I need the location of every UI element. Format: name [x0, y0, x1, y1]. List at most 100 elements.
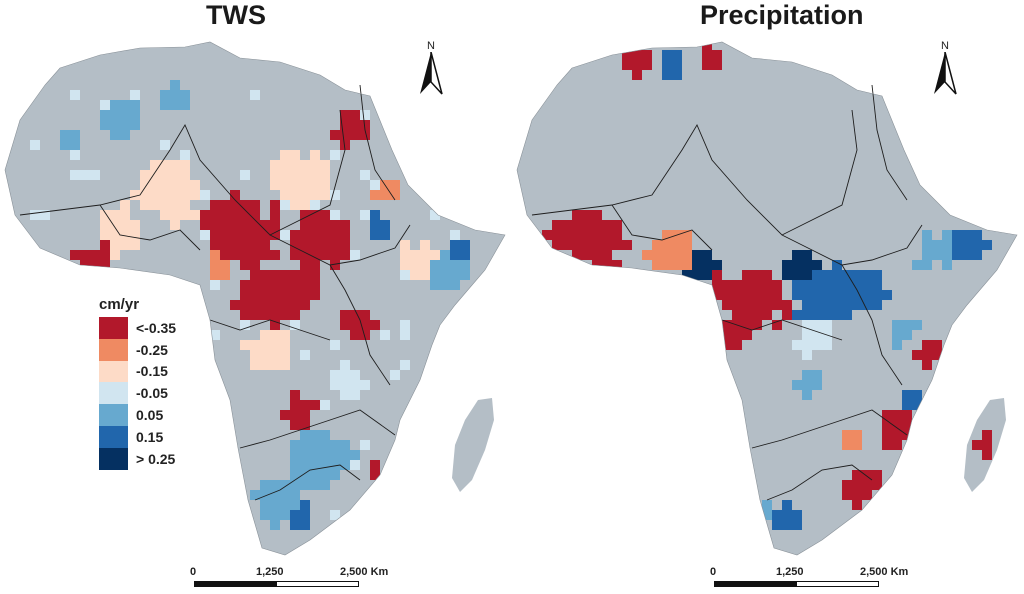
- grid-cell: [130, 240, 140, 250]
- legend-swatch: [99, 360, 128, 383]
- grid-cell: [330, 230, 340, 240]
- grid-cell: [370, 220, 380, 230]
- grid-cell: [190, 180, 200, 190]
- grid-cell: [300, 180, 310, 190]
- grid-cell: [270, 480, 280, 490]
- coastline: [4, 41, 506, 556]
- grid-cell: [340, 390, 350, 400]
- grid-cell: [852, 290, 862, 300]
- grid-cell: [380, 190, 390, 200]
- grid-cell: [892, 420, 902, 430]
- grid-cell: [350, 380, 360, 390]
- grid-cell: [912, 400, 922, 410]
- grid-cell: [250, 260, 260, 270]
- grid-cell: [410, 260, 420, 270]
- grid-cell: [80, 250, 90, 260]
- grid-cell: [130, 120, 140, 130]
- grid-cell: [722, 280, 732, 290]
- grid-cell: [722, 330, 732, 340]
- grid-cell: [340, 440, 350, 450]
- grid-cell: [110, 210, 120, 220]
- grid-cell: [320, 160, 330, 170]
- grid-cell: [772, 280, 782, 290]
- grid-cell: [180, 180, 190, 190]
- grid-cell: [250, 280, 260, 290]
- grid-cell: [210, 260, 220, 270]
- grid-cell: [240, 340, 250, 350]
- grid-cell: [240, 240, 250, 250]
- grid-cell: [270, 160, 280, 170]
- grid-cell: [260, 350, 270, 360]
- grid-cell: [752, 290, 762, 300]
- grid-cell: [752, 300, 762, 310]
- grid-cell: [340, 380, 350, 390]
- legend-swatch: [99, 338, 128, 361]
- grid-cell: [310, 430, 320, 440]
- grid-cell: [842, 430, 852, 440]
- grid-cell: [160, 210, 170, 220]
- grid-cell: [270, 340, 280, 350]
- grid-cell: [310, 240, 320, 250]
- coastline: [516, 41, 1018, 556]
- grid-cell: [320, 230, 330, 240]
- grid-cell: [852, 470, 862, 480]
- grid-cell: [582, 220, 592, 230]
- grid-cell: [320, 400, 330, 410]
- grid-cell: [942, 250, 952, 260]
- grid-cell: [310, 460, 320, 470]
- grid-cell: [300, 440, 310, 450]
- grid-cell: [802, 260, 812, 270]
- grid-cell: [260, 220, 270, 230]
- grid-cell: [310, 150, 320, 160]
- grid-cell: [410, 270, 420, 280]
- grid-cell: [722, 290, 732, 300]
- grid-cell: [972, 230, 982, 240]
- grid-cell: [70, 150, 80, 160]
- grid-cell: [280, 270, 290, 280]
- grid-cell: [602, 220, 612, 230]
- grid-cell: [842, 280, 852, 290]
- grid-cell: [592, 250, 602, 260]
- grid-cell: [732, 280, 742, 290]
- grid-cell: [260, 330, 270, 340]
- grid-cell: [90, 250, 100, 260]
- grid-cell: [340, 240, 350, 250]
- grid-cell: [330, 150, 340, 160]
- grid-cell: [712, 270, 722, 280]
- north-arrow-icon: N: [930, 40, 960, 100]
- grid-cell: [592, 240, 602, 250]
- grid-cell: [220, 250, 230, 260]
- grid-cell: [742, 310, 752, 320]
- grid-cell: [350, 310, 360, 320]
- grid-cell: [742, 270, 752, 280]
- grid-cell: [280, 170, 290, 180]
- grid-cell: [310, 210, 320, 220]
- basin-boundary: [871, 84, 908, 201]
- grid-cell: [270, 520, 280, 530]
- grid-cell: [812, 300, 822, 310]
- grid-cell: [350, 320, 360, 330]
- grid-cell: [260, 230, 270, 240]
- grid-cell: [772, 510, 782, 520]
- grid-cell: [360, 330, 370, 340]
- grid-cell: [430, 210, 440, 220]
- grid-cell: [280, 510, 290, 520]
- grid-cell: [792, 520, 802, 530]
- grid-cell: [320, 220, 330, 230]
- grid-cell: [320, 190, 330, 200]
- grid-cell: [892, 430, 902, 440]
- grid-cell: [160, 170, 170, 180]
- grid-cell: [892, 330, 902, 340]
- grid-cell: [582, 250, 592, 260]
- grid-cell: [420, 270, 430, 280]
- grid-cell: [300, 480, 310, 490]
- legend-swatch: [99, 317, 128, 339]
- grid-cell: [832, 300, 842, 310]
- grid-cell: [742, 330, 752, 340]
- grid-cell: [110, 100, 120, 110]
- grid-cell: [110, 110, 120, 120]
- grid-cell: [782, 270, 792, 280]
- grid-cell: [110, 250, 120, 260]
- grid-cell: [290, 230, 300, 240]
- grid-cell: [250, 200, 260, 210]
